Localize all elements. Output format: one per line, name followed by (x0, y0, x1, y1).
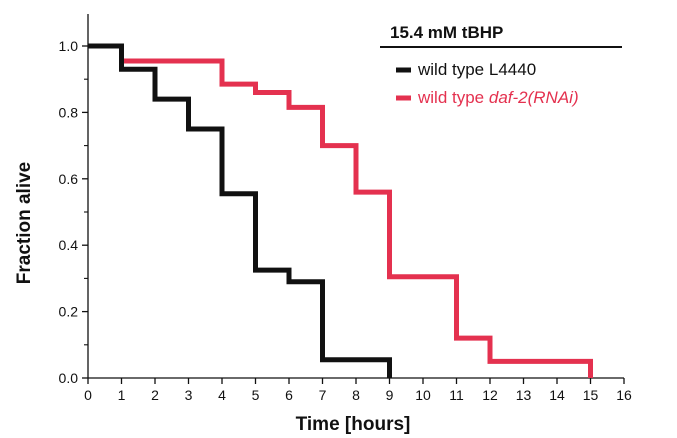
x-tick-label: 12 (482, 387, 498, 403)
y-tick-label: 0.0 (59, 370, 79, 386)
x-tick-label: 5 (252, 387, 260, 403)
x-tick-label: 10 (415, 387, 431, 403)
x-tick-label: 14 (549, 387, 565, 403)
axes (87, 14, 624, 379)
legend-label: wild type L4440 (417, 60, 536, 79)
y-ticks: 0.0 0.2 0.4 0.6 0.8 1.0 (59, 38, 88, 386)
x-tick-label: 11 (449, 387, 464, 403)
y-axis-title: Fraction alive (14, 162, 35, 285)
x-tick-label: 9 (386, 387, 394, 403)
x-tick-label: 2 (151, 387, 159, 403)
x-tick-label: 3 (185, 387, 193, 403)
x-tick-label: 13 (516, 387, 532, 403)
y-tick-label: 0.2 (59, 304, 79, 320)
series-group (88, 43, 593, 378)
x-tick-label: 4 (218, 387, 226, 403)
series-line-l4440 (88, 43, 392, 378)
series-line-daf2-rnai (88, 43, 593, 378)
y-tick-label: 0.4 (59, 237, 79, 253)
y-tick-label: 1.0 (59, 38, 79, 54)
y-tick-label: 0.8 (59, 104, 79, 120)
x-tick-label: 16 (616, 387, 632, 403)
x-tick-label: 6 (285, 387, 293, 403)
legend-label: wild type daf-2(RNAi) (417, 88, 579, 107)
legend-title: 15.4 mM tBHP (390, 23, 503, 42)
y-tick-label: 0.6 (59, 171, 79, 187)
legend: 15.4 mM tBHP wild type L4440 wild type da… (380, 23, 622, 107)
x-tick-label: 0 (84, 387, 92, 403)
x-tick-label: 15 (583, 387, 599, 403)
x-ticks: 0 1 2 3 4 5 6 7 8 9 10 11 12 13 14 15 16 (84, 378, 632, 403)
x-tick-label: 1 (118, 387, 126, 403)
x-axis-title: Time [hours] (296, 414, 411, 435)
x-tick-label: 7 (319, 387, 327, 403)
x-tick-label: 8 (352, 387, 360, 403)
